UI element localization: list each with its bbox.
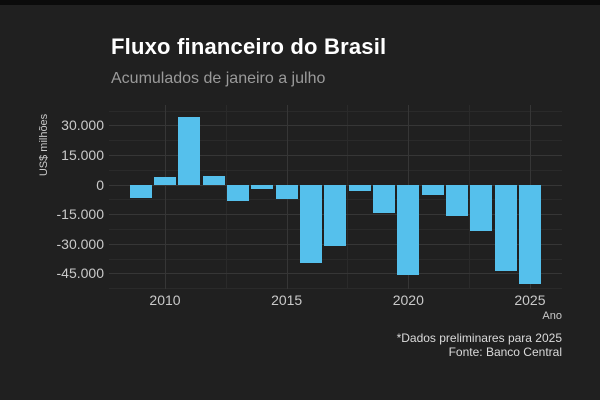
gridline-y-minor bbox=[109, 110, 562, 112]
top-border-strip bbox=[0, 0, 600, 5]
caption-note: *Dados preliminares para 2025 bbox=[396, 331, 562, 345]
gridline-x-minor bbox=[469, 105, 471, 289]
plot-area bbox=[109, 105, 562, 290]
bar-2015 bbox=[275, 184, 298, 200]
y-tick-label: 15.000 bbox=[61, 146, 104, 163]
caption-source: Fonte: Banco Central bbox=[448, 345, 562, 359]
gridline-x-major bbox=[165, 105, 166, 289]
bar-2014 bbox=[251, 184, 274, 190]
y-tick-label: -30.000 bbox=[56, 235, 104, 252]
gridline-x-minor bbox=[347, 105, 349, 289]
gridline-x-minor bbox=[225, 105, 227, 289]
bar-2013 bbox=[226, 184, 249, 202]
bar-2010 bbox=[154, 176, 176, 185]
chart-subtitle: Acumulados de janeiro a julho bbox=[111, 70, 326, 87]
gridline-y-minor bbox=[109, 140, 562, 142]
gridline-y-minor bbox=[109, 169, 562, 171]
bar-2019 bbox=[372, 184, 395, 213]
bar-2016 bbox=[299, 184, 322, 264]
x-tick-label: 2020 bbox=[392, 292, 424, 308]
bar-2017 bbox=[324, 184, 347, 246]
y-tick-label: -45.000 bbox=[56, 265, 104, 282]
bar-2021 bbox=[421, 184, 444, 195]
gridline-y-major bbox=[109, 154, 562, 156]
bar-2024 bbox=[494, 184, 517, 271]
bar-2009 bbox=[129, 184, 152, 199]
bar-2025 bbox=[518, 184, 541, 285]
x-tick-label: 2025 bbox=[514, 292, 546, 308]
y-tick-label: 30.000 bbox=[61, 117, 104, 134]
bar-2022 bbox=[445, 184, 468, 216]
bar-2011 bbox=[178, 117, 201, 185]
gridline-y-major bbox=[109, 273, 562, 275]
gridline-y-major bbox=[109, 125, 562, 127]
bar-2020 bbox=[397, 184, 420, 275]
bar-2018 bbox=[348, 184, 371, 192]
x-tick-label: 2015 bbox=[271, 292, 303, 308]
gridline-y-minor bbox=[109, 288, 562, 290]
x-tick-label: 2010 bbox=[149, 292, 181, 308]
x-axis-title: Ano bbox=[542, 310, 562, 322]
gridline-y-minor bbox=[109, 258, 562, 260]
bar-2023 bbox=[470, 184, 493, 231]
y-tick-label: 0 bbox=[96, 176, 104, 193]
chart-title: Fluxo financeiro do Brasil bbox=[111, 34, 387, 59]
bar-2012 bbox=[202, 175, 225, 185]
y-tick-label: -15.000 bbox=[56, 206, 104, 223]
